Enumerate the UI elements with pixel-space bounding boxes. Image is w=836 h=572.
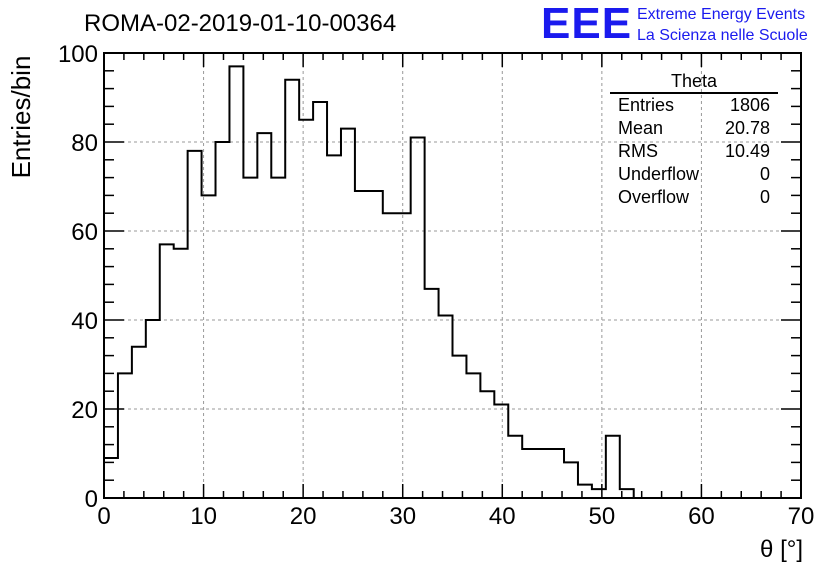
chart-title: ROMA-02-2019-01-10-00364 <box>84 10 397 37</box>
stats-value: 0 <box>759 164 770 184</box>
stats-title: Theta <box>610 70 778 94</box>
logo-caption-line-2: La Scienza nelle Scuole <box>637 27 808 44</box>
histogram-series <box>103 65 801 499</box>
y-tick-label: 100 <box>58 41 98 68</box>
x-tick-label: 10 <box>190 503 217 530</box>
y-tick-labels: 0 20 40 60 80 100 <box>58 41 98 513</box>
stats-row-underflow: Underflow 0 <box>610 163 778 186</box>
stats-label: Underflow <box>618 164 700 184</box>
x-tick-label: 50 <box>589 503 616 530</box>
stats-label: RMS <box>618 141 658 161</box>
stats-label: Mean <box>618 118 664 138</box>
axis-ticks <box>103 52 802 499</box>
y-tick-label: 40 <box>71 308 98 335</box>
x-tick-labels: 0 10 20 30 40 50 60 70 <box>97 503 814 530</box>
stats-value: 20.78 <box>724 118 770 138</box>
x-tick-label: 0 <box>97 503 110 530</box>
x-tick-label: 20 <box>290 503 317 530</box>
x-axis-label: θ [°] <box>760 536 803 563</box>
stats-row-entries: Entries 1806 <box>610 94 778 117</box>
stats-row-rms: RMS 10.49 <box>610 140 778 163</box>
x-tick-label: 30 <box>389 503 416 530</box>
stats-label: Entries <box>618 95 675 115</box>
x-tick-label: 40 <box>489 503 516 530</box>
x-tick-label: 60 <box>688 503 715 530</box>
logo-caption: Extreme Energy Events La Scienza nelle S… <box>637 4 808 46</box>
stats-box: Theta Entries 1806 Mean 20.78 RMS 10.49 Und… <box>610 70 778 209</box>
y-tick-label: 20 <box>71 397 98 424</box>
stats-value: 0 <box>759 187 770 207</box>
y-tick-label: 0 <box>85 486 98 513</box>
y-tick-label: 80 <box>71 130 98 157</box>
stats-value: 1806 <box>729 95 770 115</box>
x-tick-label: 70 <box>788 503 815 530</box>
y-tick-label: 60 <box>71 219 98 246</box>
stats-row-mean: Mean 20.78 <box>610 117 778 140</box>
eee-logo: EEE <box>541 0 633 48</box>
stats-value: 10.49 <box>724 141 770 161</box>
plot-frame <box>103 52 802 499</box>
logo-caption-line-1: Extreme Energy Events <box>637 6 806 23</box>
stats-label: Overflow <box>618 187 690 207</box>
y-axis-label: Entries/bin <box>6 55 36 179</box>
stats-row-overflow: Overflow 0 <box>610 186 778 209</box>
